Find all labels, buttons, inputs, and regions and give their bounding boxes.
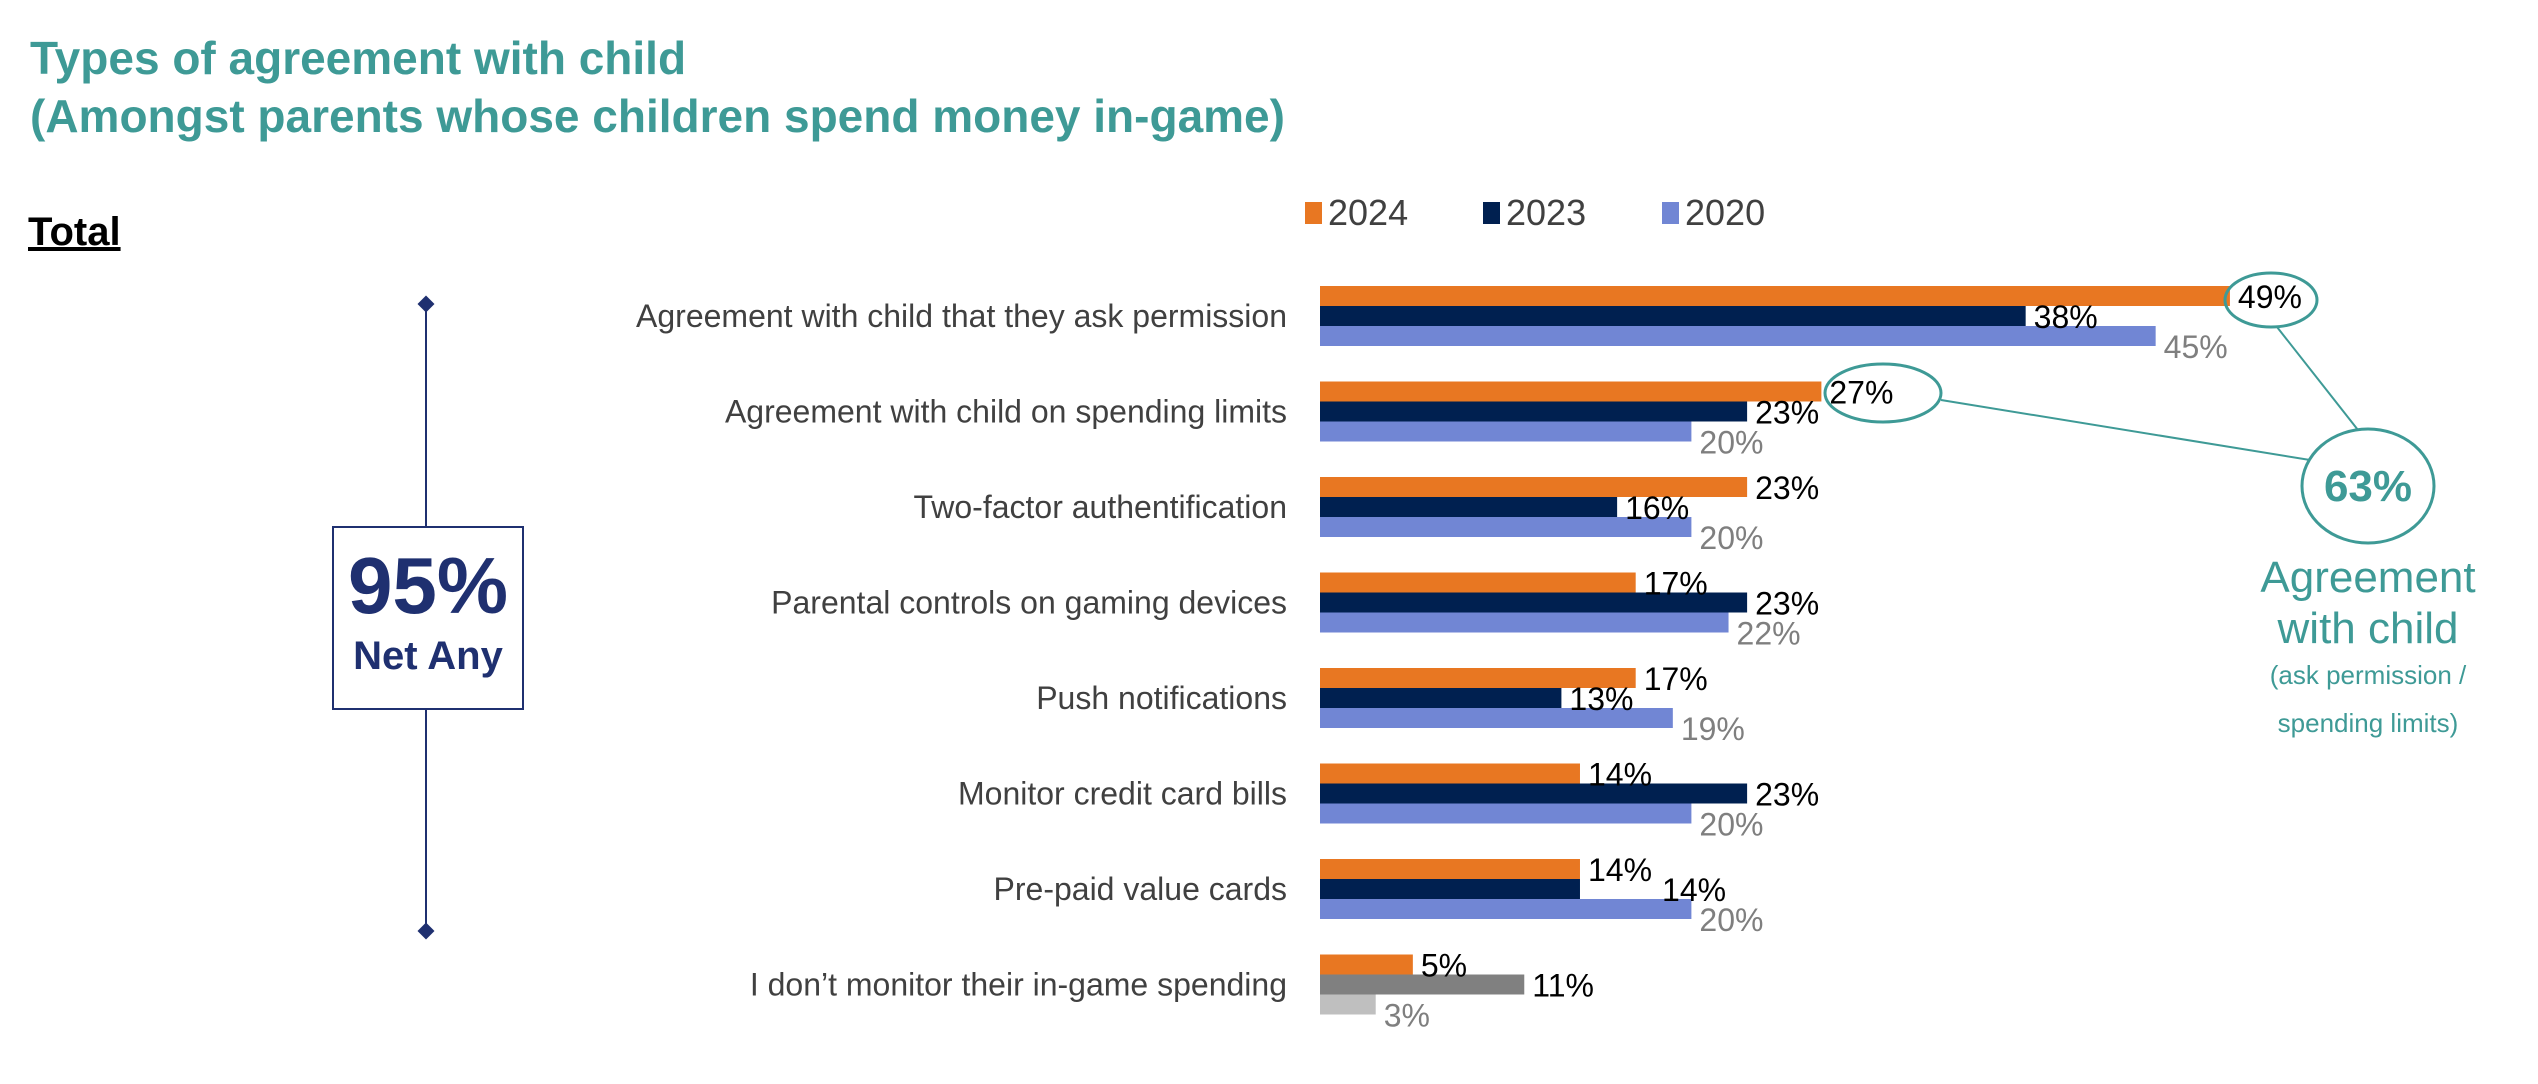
bar-2024	[1320, 763, 1580, 784]
data-label-2020: 20%	[1699, 520, 1763, 556]
data-label-2023: 23%	[1755, 586, 1819, 622]
bar-2023	[1320, 497, 1618, 517]
data-label-2020: 20%	[1699, 902, 1763, 938]
legend-item-2024: 2024	[1305, 192, 1408, 234]
data-label-2023: 13%	[1569, 681, 1633, 717]
bar-2023	[1320, 688, 1562, 708]
data-label-2024: 23%	[1755, 470, 1819, 506]
data-label-2024: 17%	[1644, 661, 1708, 697]
annotation-line3: (ask permission /	[2269, 660, 2467, 690]
bar-2023	[1320, 592, 1748, 613]
chart-title: Types of agreement with child	[30, 32, 687, 84]
bar-2024	[1320, 954, 1413, 975]
data-label-2023: 23%	[1755, 777, 1819, 813]
data-label-2020: 20%	[1699, 807, 1763, 843]
data-label-2023: 38%	[2034, 299, 2098, 335]
annotation-circle	[2300, 427, 2436, 545]
data-label-2023: 11%	[1532, 968, 1594, 1004]
data-label-2024: 17%	[1644, 566, 1708, 602]
bracket-diamond	[417, 295, 435, 313]
category-label: Parental controls on gaming devices	[771, 585, 1287, 621]
legend-swatch	[1662, 202, 1679, 224]
legend-swatch	[1305, 202, 1322, 224]
bar-2024	[1320, 286, 2230, 306]
data-label-2020: 22%	[1737, 616, 1801, 652]
bar-2020	[1320, 421, 1692, 442]
bar-2024	[1320, 668, 1636, 688]
annotation-line4: spending limits)	[2277, 708, 2459, 738]
bar-2020	[1320, 994, 1376, 1015]
data-label-2024: 14%	[1588, 757, 1652, 793]
legend-item-2023: 2023	[1483, 192, 1586, 234]
legend-label: 2020	[1685, 192, 1766, 233]
connector-line	[2276, 326, 2359, 431]
bar-2024	[1320, 572, 1636, 593]
bar-2023	[1320, 401, 1748, 422]
category-label: Monitor credit card bills	[958, 776, 1287, 812]
bar-2020	[1320, 517, 1692, 537]
bar-2020	[1320, 708, 1673, 728]
net-any-label: Net Any	[353, 634, 503, 678]
data-label-2023: 16%	[1625, 490, 1689, 526]
bar-2020	[1320, 899, 1692, 919]
annotation-value: 63%	[2323, 462, 2413, 511]
data-label-2024: 49%	[2238, 279, 2302, 315]
highlight-ellipse	[1823, 362, 1943, 424]
category-label: I don’t monitor their in-game spending	[750, 967, 1287, 1003]
data-label-2020: 20%	[1699, 425, 1763, 461]
data-label-2024: 5%	[1421, 948, 1467, 984]
legend-label: 2024	[1328, 192, 1409, 233]
category-label: Pre-paid value cards	[994, 871, 1287, 907]
section-label: Total	[28, 210, 121, 254]
category-label: Agreement with child that they ask permi…	[636, 298, 1287, 334]
highlight-ellipse	[2223, 271, 2319, 329]
connector-line	[1940, 399, 2311, 461]
bar-2020	[1320, 612, 1729, 633]
bar-2023	[1320, 879, 1580, 899]
data-label-2023: 14%	[1662, 872, 1726, 908]
data-label-2024: 14%	[1588, 852, 1652, 888]
bar-2023	[1320, 306, 2026, 326]
data-label-2023: 23%	[1755, 395, 1819, 431]
data-label-2020: 19%	[1681, 711, 1745, 747]
bracket-diamond	[417, 922, 435, 940]
data-label-2024: 27%	[1829, 375, 1893, 411]
bar-2024	[1320, 477, 1748, 497]
bar-2020	[1320, 326, 2156, 346]
data-label-2020: 45%	[2164, 329, 2228, 365]
annotation-line2: with child	[2277, 604, 2459, 653]
category-label: Agreement with child on spending limits	[725, 394, 1287, 430]
net-any-box: 95% Net Any	[332, 526, 524, 710]
net-any-value: 95%	[347, 541, 509, 630]
data-label-2020: 3%	[1384, 998, 1430, 1034]
category-label: Push notifications	[1036, 680, 1287, 716]
annotation-line1: Agreement	[2260, 553, 2476, 602]
legend-label: 2023	[1506, 192, 1587, 233]
bar-2023	[1320, 783, 1748, 804]
bar-2020	[1320, 803, 1692, 824]
bar-2024	[1320, 381, 1822, 402]
legend-item-2020: 2020	[1662, 192, 1765, 234]
chart-subtitle: (Amongst parents whose children spend mo…	[30, 90, 1285, 142]
bar-2023	[1320, 974, 1525, 995]
bar-2024	[1320, 859, 1580, 879]
category-label: Two-factor authentification	[913, 489, 1287, 525]
legend-swatch	[1483, 202, 1500, 224]
